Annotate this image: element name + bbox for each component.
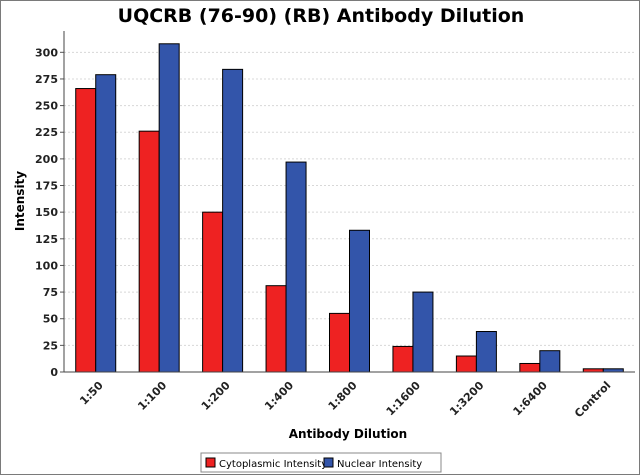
bars-group bbox=[75, 43, 624, 373]
y-axis: 0 25 50 75 100 125 150 175 200 225 250 275 300 bbox=[35, 31, 65, 379]
y-tick-label: 0 bbox=[50, 366, 58, 379]
x-axis: 1:50 1:100 1:200 1:400 1:800 1:1600 1:3200 1:64… bbox=[64, 371, 635, 420]
bar-nuclear bbox=[285, 161, 307, 373]
bar-nuclear bbox=[95, 74, 117, 373]
y-tick-label: 275 bbox=[35, 73, 58, 86]
y-tick-label: 25 bbox=[43, 339, 58, 352]
bar-nuclear bbox=[222, 68, 244, 373]
bar-cytoplasmic bbox=[138, 130, 160, 373]
y-tick-label: 175 bbox=[35, 180, 58, 193]
x-axis-label: Antibody Dilution bbox=[289, 427, 407, 441]
bar-nuclear bbox=[412, 291, 434, 373]
x-tick-label: 1:400 bbox=[262, 379, 296, 413]
bar-cytoplasmic bbox=[75, 88, 97, 373]
y-tick-label: 300 bbox=[35, 46, 58, 59]
y-tick-label: 50 bbox=[43, 313, 59, 326]
bar-nuclear bbox=[349, 229, 370, 373]
bar-nuclear bbox=[475, 331, 497, 373]
x-tick-label: 1:200 bbox=[199, 379, 233, 413]
x-tick-label: 1:800 bbox=[326, 379, 360, 413]
bar-cytoplasmic bbox=[202, 211, 224, 373]
x-tick-label: 1:1600 bbox=[384, 379, 424, 419]
legend-swatch-cytoplasmic bbox=[205, 457, 216, 468]
legend: Cytoplasmic Intensity Nuclear Intensity bbox=[200, 452, 442, 473]
bar-cytoplasmic bbox=[519, 362, 541, 373]
y-tick-label: 200 bbox=[35, 153, 58, 166]
x-tick-label: Control bbox=[572, 379, 613, 420]
x-tick-label: 1:100 bbox=[135, 379, 169, 413]
legend-label-nuclear: Nuclear Intensity bbox=[337, 459, 422, 470]
x-tick-label: 1:50 bbox=[77, 379, 106, 408]
y-tick-label: 75 bbox=[43, 286, 58, 299]
legend-box bbox=[200, 452, 442, 473]
x-tick-label: 1:6400 bbox=[511, 379, 551, 419]
bar-cytoplasmic bbox=[265, 285, 287, 373]
x-tick-label: 1:3200 bbox=[447, 379, 487, 419]
bar-nuclear bbox=[539, 350, 561, 373]
y-tick-label: 225 bbox=[35, 126, 58, 139]
legend-label-cytoplasmic: Cytoplasmic Intensity bbox=[219, 459, 327, 470]
legend-swatch-nuclear bbox=[323, 457, 334, 468]
chart-title: UQCRB (76-90) (RB) Antibody Dilution bbox=[118, 5, 525, 27]
y-tick-label: 250 bbox=[35, 100, 58, 113]
bar-nuclear bbox=[158, 43, 180, 373]
bar-cytoplasmic bbox=[455, 355, 477, 373]
y-tick-label: 150 bbox=[35, 206, 58, 219]
bar-cytoplasmic bbox=[329, 312, 350, 373]
bar-cytoplasmic bbox=[392, 345, 414, 373]
y-axis-label: Intensity bbox=[13, 171, 27, 231]
y-tick-label: 125 bbox=[35, 233, 58, 246]
y-tick-label: 100 bbox=[35, 259, 58, 272]
